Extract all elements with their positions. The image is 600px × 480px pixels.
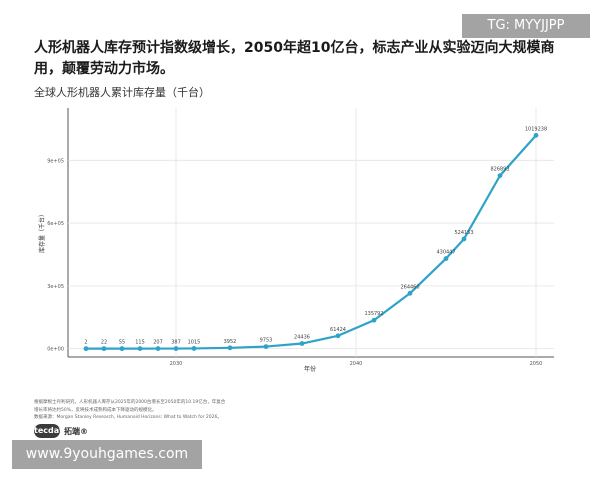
data-label: 264460: [400, 284, 419, 290]
data-point: [407, 290, 413, 296]
data-label: 61424: [330, 327, 346, 333]
data-point: [533, 132, 539, 138]
source-notes: 根据摩根士丹利研究，人形机器人库存从2025年的2000台增长至2050年的10…: [34, 399, 334, 422]
data-point: [263, 344, 269, 349]
x-tick-label: 2030: [170, 361, 183, 367]
data-label: 22: [101, 340, 107, 346]
data-label: 430447: [436, 250, 455, 256]
data-label: 524153: [454, 230, 473, 236]
data-point: [371, 317, 377, 323]
site-watermark: www.9youhgames.com: [12, 440, 202, 469]
data-point: [119, 346, 125, 352]
data-point: [173, 346, 179, 351]
headline: 人形机器人库存预计指数级增长，2050年超10亿台，标志产业从实验迈向大规模商用…: [34, 40, 555, 77]
data-label: 3952: [224, 339, 237, 345]
y-tick-label: 0e+00: [47, 347, 64, 353]
note-line: 根据摩根士丹利研究，人形机器人库存从2025年的2000台增长至2050年的10…: [34, 400, 226, 405]
data-label: 1019238: [525, 126, 547, 132]
note-line: 增长率将达约50%，反映技术成熟和成本下降驱动的规模化。: [34, 407, 157, 413]
data-point: [299, 341, 305, 346]
data-point: [101, 346, 107, 352]
y-tick-label: 6e+05: [47, 221, 64, 227]
data-point: [461, 236, 467, 242]
y-tick-label: 9e+05: [47, 158, 64, 164]
grid: [68, 108, 554, 357]
x-tick-labels: 2030 2040 2050: [170, 361, 543, 367]
logo-badge: tecdat: [34, 424, 63, 438]
data-label: 826893: [490, 167, 509, 173]
data-label: 135792: [364, 311, 383, 317]
data-point: [155, 346, 161, 351]
data-point: [137, 346, 143, 352]
series-layer: 2 22 55 115 207 387 1015 3952 975324436614241357…: [83, 126, 547, 352]
data-label: 55: [119, 340, 125, 346]
data-point: [191, 346, 197, 351]
data-point: [227, 345, 233, 351]
note-line: 数据来源：Morgan Stanley Research, Humanoid H…: [34, 415, 222, 420]
data-point: [335, 333, 341, 339]
data-label: 115: [135, 340, 145, 346]
data-label: 207: [153, 340, 163, 346]
y-axis-label: 库存量（千台）: [38, 211, 46, 253]
x-tick-label: 2050: [530, 361, 543, 367]
y-tick-label: 3e+05: [47, 284, 64, 290]
data-label: 387: [171, 340, 181, 346]
tecdat-logo: tecdat 拓端®: [34, 423, 88, 439]
x-axis-label: 年份: [304, 365, 316, 373]
data-label: 24436: [294, 335, 310, 341]
data-label: 1015: [188, 339, 201, 345]
tg-watermark: TG: MYYJJPP: [462, 14, 590, 38]
data-point: [443, 256, 449, 261]
data-point: [83, 346, 89, 352]
series-line: [85, 134, 537, 350]
data-point: [497, 173, 503, 179]
chart-title: 全球人形机器人累计库存量（千台）: [34, 86, 210, 99]
x-tick-label: 2040: [350, 361, 363, 367]
data-label: 9753: [260, 338, 273, 344]
data-label: 2: [84, 340, 87, 346]
logo-text: 拓端®: [64, 426, 88, 436]
y-tick-labels: 0e+00 3e+05 6e+05 9e+05: [47, 158, 64, 352]
